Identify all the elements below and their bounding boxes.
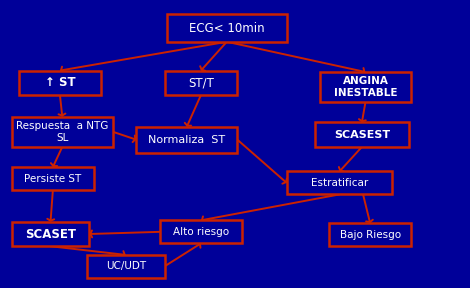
Text: SCASET: SCASET	[25, 228, 76, 240]
Text: Alto riesgo: Alto riesgo	[173, 227, 229, 237]
FancyBboxPatch shape	[12, 117, 113, 147]
FancyBboxPatch shape	[329, 223, 411, 246]
Text: ECG< 10min: ECG< 10min	[189, 22, 265, 35]
Text: Estratificar: Estratificar	[311, 178, 368, 188]
Text: ANGINA
INESTABLE: ANGINA INESTABLE	[334, 76, 397, 98]
FancyBboxPatch shape	[315, 122, 409, 147]
FancyBboxPatch shape	[12, 167, 94, 190]
FancyBboxPatch shape	[136, 127, 237, 153]
Text: Normaliza  ST: Normaliza ST	[148, 135, 226, 145]
Text: Persiste ST: Persiste ST	[24, 174, 81, 183]
FancyBboxPatch shape	[87, 255, 164, 278]
FancyBboxPatch shape	[160, 220, 242, 243]
Text: Bajo Riesgo: Bajo Riesgo	[339, 230, 401, 240]
Text: ST/T: ST/T	[188, 76, 214, 89]
FancyBboxPatch shape	[12, 222, 89, 246]
Text: UC/UDT: UC/UDT	[106, 262, 146, 271]
FancyBboxPatch shape	[19, 71, 101, 95]
Text: ↑ ST: ↑ ST	[45, 76, 75, 89]
FancyBboxPatch shape	[287, 171, 392, 194]
FancyBboxPatch shape	[320, 72, 411, 102]
Text: SCASEST: SCASEST	[334, 130, 390, 140]
FancyBboxPatch shape	[167, 14, 287, 42]
Text: Respuesta  a NTG
SL: Respuesta a NTG SL	[16, 121, 109, 143]
FancyBboxPatch shape	[164, 71, 237, 95]
